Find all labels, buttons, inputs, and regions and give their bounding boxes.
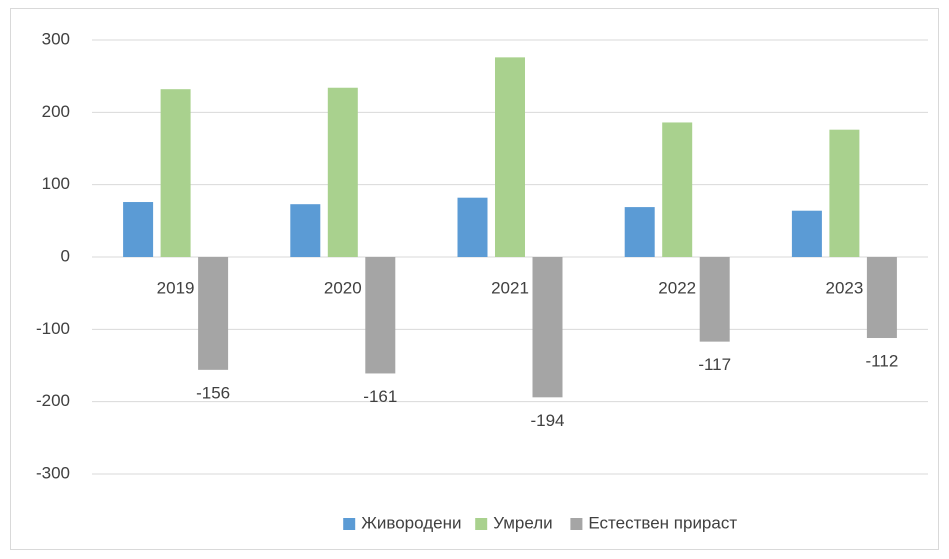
bar xyxy=(365,257,396,374)
legend-swatch xyxy=(570,518,583,530)
x-tick-label: 2019 xyxy=(157,278,195,297)
data-label: -161 xyxy=(363,387,397,406)
chart-frame xyxy=(10,8,939,550)
legend-label: Живородени xyxy=(361,513,461,532)
bar xyxy=(327,87,358,258)
x-tick-label: 2021 xyxy=(491,278,529,297)
y-tick-label: -100 xyxy=(36,319,70,338)
bar xyxy=(791,210,822,257)
data-label: -112 xyxy=(866,351,899,370)
x-tick-label: 2020 xyxy=(324,278,362,297)
bar xyxy=(829,129,860,257)
y-tick-label: -200 xyxy=(36,391,70,410)
bar xyxy=(866,257,897,339)
data-label: -117 xyxy=(698,355,731,374)
y-tick-label: 0 xyxy=(61,246,70,265)
bar xyxy=(495,57,525,257)
legend-label: Естествен прираст xyxy=(588,513,737,532)
bar xyxy=(160,89,191,257)
bar xyxy=(532,257,563,398)
bar xyxy=(123,202,154,257)
x-tick-label: 2022 xyxy=(658,278,696,297)
data-label: -194 xyxy=(530,411,564,430)
data-label: -156 xyxy=(196,383,230,402)
legend-swatch xyxy=(343,518,356,530)
y-tick-label: 100 xyxy=(42,174,70,193)
y-tick-label: 300 xyxy=(42,29,70,48)
bar xyxy=(699,257,730,342)
y-tick-label: -300 xyxy=(36,463,70,482)
y-tick-label: 200 xyxy=(42,102,70,121)
bar xyxy=(198,257,229,370)
bar xyxy=(457,197,488,257)
legend-label: Умрели xyxy=(493,513,552,532)
bar xyxy=(290,204,321,257)
x-tick-label: 2023 xyxy=(825,278,863,297)
legend-swatch xyxy=(475,518,488,530)
bar xyxy=(662,122,693,258)
bar xyxy=(624,207,655,257)
